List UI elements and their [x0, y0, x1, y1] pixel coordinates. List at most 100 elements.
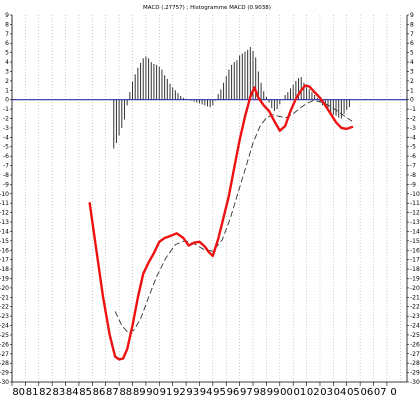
- x-tick-label: 92: [173, 387, 186, 398]
- y-tick-label: 6: [5, 40, 9, 47]
- y-tick-label: -3: [410, 125, 416, 132]
- y-tick-label: -8: [410, 172, 416, 179]
- y-tick-label: 2: [5, 78, 9, 85]
- x-tick-label: 0: [390, 387, 396, 398]
- y-tick-label: 3: [5, 68, 9, 75]
- y-tick-label: -13: [410, 219, 420, 226]
- x-tick-label: 98: [253, 387, 266, 398]
- y-tick-label: -18: [410, 266, 420, 273]
- signal-line: [114, 100, 353, 334]
- y-tick-label: -22: [410, 304, 420, 311]
- y-tick-label: -22: [0, 304, 9, 311]
- y-tick-label: 1: [410, 87, 414, 94]
- y-tick-label: -7: [410, 163, 416, 170]
- x-tick-label: 02: [307, 387, 320, 398]
- x-tick-label: 01: [294, 387, 307, 398]
- x-tick-label: 89: [133, 387, 146, 398]
- y-tick-label: -8: [3, 172, 9, 179]
- chart-title: MACD (.27757) ; Histogramme MACD (0.9038…: [143, 5, 271, 11]
- y-tick-label: -26: [410, 341, 420, 348]
- y-tick-label: -24: [0, 323, 9, 330]
- x-tick-label: 86: [93, 387, 106, 398]
- y-tick-label: -11: [0, 200, 9, 207]
- x-tick-label: 07: [374, 387, 387, 398]
- y-tick-label: 5: [410, 50, 414, 57]
- y-tick-label: 9: [410, 12, 414, 19]
- y-tick-label: -10: [0, 191, 9, 198]
- y-tick-label: -14: [410, 228, 420, 235]
- y-tick-label: -21: [410, 294, 420, 301]
- x-tick-label: 88: [119, 387, 132, 398]
- x-tick-label: 80: [12, 387, 25, 398]
- y-tick-label: -15: [0, 238, 9, 245]
- x-tick-label: 84: [66, 387, 79, 398]
- y-tick-label: -26: [0, 341, 9, 348]
- y-tick-label: 0: [5, 97, 9, 104]
- y-tick-label: -3: [3, 125, 9, 132]
- y-tick-label: -11: [410, 200, 420, 207]
- y-tick-label: -10: [410, 191, 420, 198]
- macd-histogram: [113, 46, 350, 149]
- x-tick-label: 99: [267, 387, 280, 398]
- y-tick-label: -12: [0, 210, 9, 217]
- y-tick-label: -20: [410, 285, 420, 292]
- y-tick-label: -2: [3, 116, 9, 123]
- y-tick-label: -30: [410, 379, 420, 386]
- y-tick-label: 4: [410, 59, 414, 66]
- y-tick-label: -18: [0, 266, 9, 273]
- x-tick-label: 96: [227, 387, 240, 398]
- y-tick-label: 0: [410, 97, 414, 104]
- x-tick-label: 93: [186, 387, 199, 398]
- y-tick-label: -29: [410, 370, 420, 377]
- x-tick-label: 83: [52, 387, 65, 398]
- y-tick-label: -2: [410, 116, 416, 123]
- y-tick-label: -24: [410, 323, 420, 330]
- y-tick-label: -17: [410, 257, 420, 264]
- x-tick-label: 97: [240, 387, 253, 398]
- y-tick-label: 8: [410, 21, 414, 28]
- y-tick-label: -6: [3, 153, 9, 160]
- y-tick-label: -6: [410, 153, 416, 160]
- y-tick-label: -28: [410, 360, 420, 367]
- x-tick-label: 81: [26, 387, 39, 398]
- y-tick-label: -23: [410, 313, 420, 320]
- x-tick-label: 04: [334, 387, 347, 398]
- y-tick-label: -25: [0, 332, 9, 339]
- x-tick-label: 82: [39, 387, 52, 398]
- y-tick-label: -27: [410, 351, 420, 358]
- y-tick-label: -27: [0, 351, 9, 358]
- y-tick-label: -16: [410, 247, 420, 254]
- y-tick-label: -1: [410, 106, 416, 113]
- y-tick-label: -9: [410, 181, 416, 188]
- x-tick-label: 91: [160, 387, 173, 398]
- y-tick-label: -17: [0, 257, 9, 264]
- x-tick-label: 00: [280, 387, 293, 398]
- x-tick-label: 03: [320, 387, 333, 398]
- y-tick-label: -28: [0, 360, 9, 367]
- x-tick-label: 05: [347, 387, 360, 398]
- y-tick-label: -4: [3, 134, 9, 141]
- y-tick-label: -5: [410, 144, 416, 151]
- y-tick-label: -13: [0, 219, 9, 226]
- y-axis-right: 9 8 7 6 5 4 3 2 1 0 -1 -2 -3 -4 -5 -6 -7 -8 -9 -10 -11 -12 -13…: [406, 12, 420, 386]
- y-tick-label: 3: [410, 68, 414, 75]
- y-tick-label: -29: [0, 370, 9, 377]
- y-tick-label: -23: [0, 313, 9, 320]
- y-tick-label: -15: [410, 238, 420, 245]
- y-tick-label: 8: [5, 21, 9, 28]
- y-tick-label: -12: [410, 210, 420, 217]
- y-tick-label: 6: [410, 40, 414, 47]
- y-tick-label: -5: [3, 144, 9, 151]
- y-tick-label: -20: [0, 285, 9, 292]
- y-tick-label: 1: [5, 87, 9, 94]
- y-tick-label: -7: [3, 163, 9, 170]
- y-tick-label: 5: [5, 50, 9, 57]
- gridlines: [11, 15, 401, 382]
- x-axis: 80 81 82 83 84 85 86 87 88 89 90 91 92 93 94 95 96 97 98 99…: [11, 381, 407, 398]
- y-tick-label: -9: [3, 181, 9, 188]
- y-tick-label: -25: [410, 332, 420, 339]
- x-tick-label: 94: [200, 387, 213, 398]
- macd-line: [88, 84, 354, 361]
